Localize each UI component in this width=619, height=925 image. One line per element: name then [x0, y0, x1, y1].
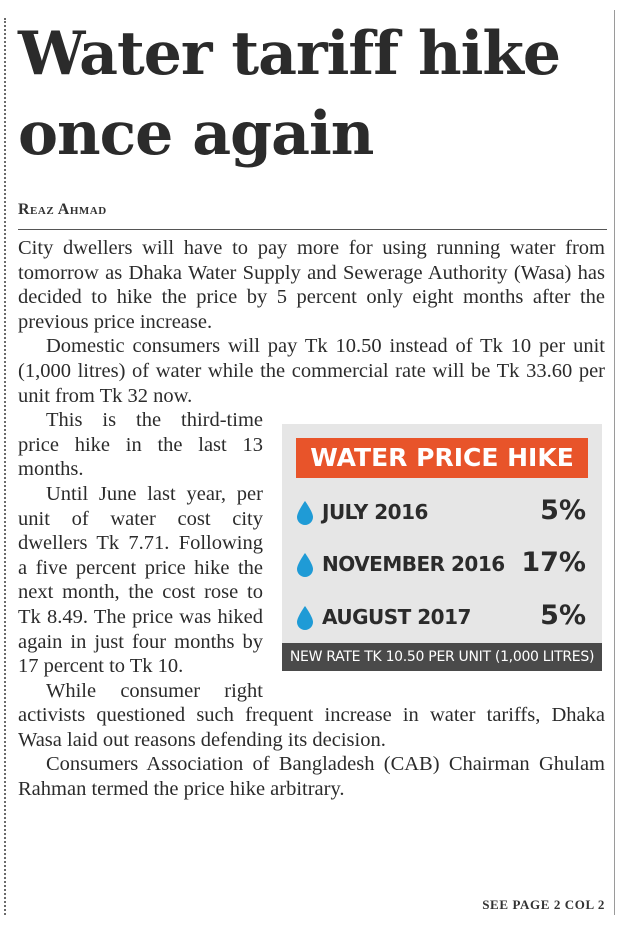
infobox-row-july-2016: JULY 2016 5% [294, 494, 590, 530]
water-price-hike-infobox: WATER PRICE HIKE JULY 2016 5% NOVEMBER 2… [282, 424, 602, 671]
water-drop-icon [297, 553, 313, 577]
headline-line-1: Water tariff hike [18, 19, 561, 89]
water-drop-icon [297, 501, 313, 525]
right-column-rule [614, 10, 615, 915]
continuation-note: SEE PAGE 2 COL 2 [482, 897, 605, 912]
byline: Reaz Ahmad [18, 201, 107, 218]
article-body: City dwellers will have to pay more for … [18, 236, 605, 802]
row-value: 5% [540, 600, 586, 631]
infobox-row-august-2017: AUGUST 2017 5% [294, 599, 590, 635]
byline-divider [18, 229, 607, 230]
paragraph-6: Consumers Association of Bangladesh (CAB… [18, 753, 605, 801]
paragraph-2: Domestic consumers will pay Tk 10.50 ins… [18, 335, 605, 407]
paragraph-3: This is the third-time price hike in the… [18, 409, 263, 481]
left-dotted-border [4, 18, 6, 915]
headline: Water tariff hike once again [18, 14, 608, 174]
infobox-footer: NEW RATE TK 10.50 PER UNIT (1,000 LITRES… [282, 643, 602, 671]
row-label: JULY 2016 [322, 500, 428, 524]
paragraph-1: City dwellers will have to pay more for … [18, 237, 605, 333]
row-value: 5% [540, 495, 586, 526]
infobox-title: WATER PRICE HIKE [296, 438, 588, 478]
paragraph-4: Until June last year, per unit of water … [18, 482, 263, 678]
headline-line-2: once again [18, 99, 374, 169]
row-label: NOVEMBER 2016 [322, 552, 505, 576]
row-label: AUGUST 2017 [322, 605, 471, 629]
paragraph-5: While consumer right activists questione… [18, 679, 605, 751]
water-drop-icon [297, 606, 313, 630]
infobox-row-november-2016: NOVEMBER 2016 17% [294, 546, 590, 582]
row-value: 17% [521, 547, 586, 578]
